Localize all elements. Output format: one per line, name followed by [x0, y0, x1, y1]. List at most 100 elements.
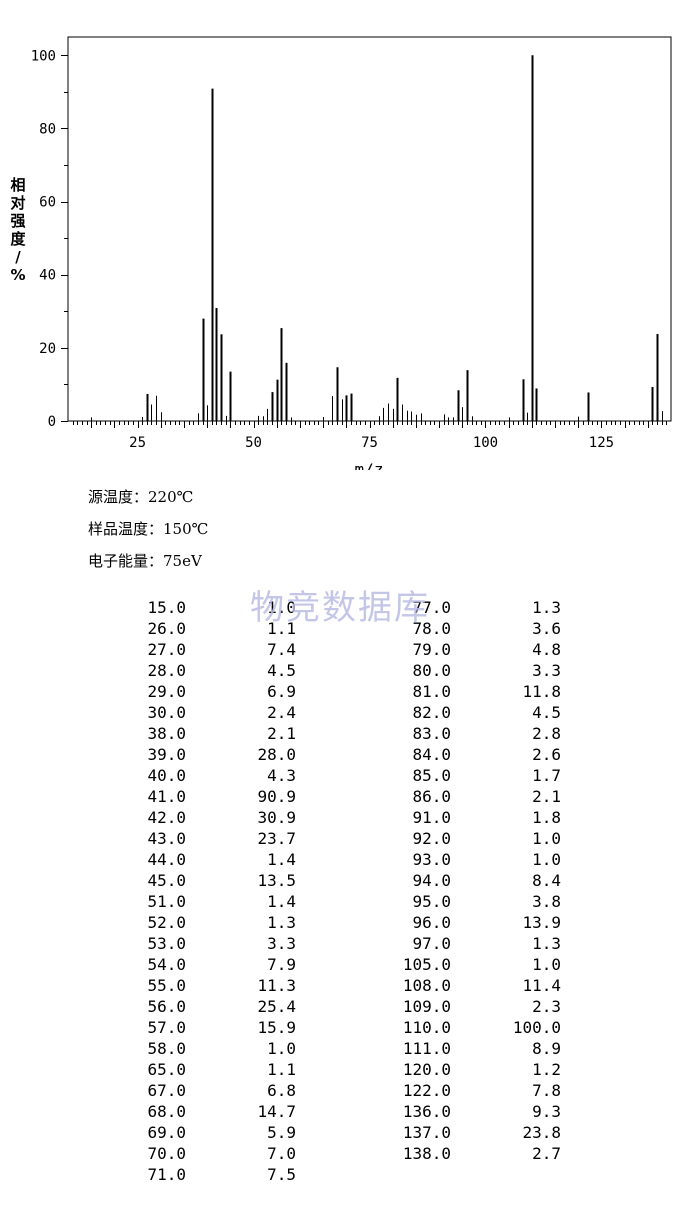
peak-row: 95.0 3.8 [349, 891, 561, 912]
peak-intensity: 25.4 [257, 997, 296, 1016]
peak-row: 52.0 1.3 [84, 912, 296, 933]
peak-mz: 53.0 [147, 934, 186, 953]
peak-intensity: 1.3 [267, 913, 296, 932]
plot-frame [67, 36, 672, 422]
y-tick-label: 100 [31, 48, 56, 64]
peak-intensity: 1.4 [267, 850, 296, 869]
peak-intensity: 2.1 [532, 787, 561, 806]
peak-intensity: 1.0 [267, 598, 296, 617]
peak-intensity: 1.0 [532, 955, 561, 974]
peak-row: 58.0 1.0 [84, 1038, 296, 1059]
peak-intensity: 3.6 [532, 619, 561, 638]
peak-mz: 41.0 [147, 787, 186, 806]
peak-intensity: 1.7 [532, 766, 561, 785]
peak-row: 15.0 1.0 [84, 597, 296, 618]
spectrum-bars [91, 55, 663, 421]
peak-row: 96.0 13.9 [349, 912, 561, 933]
peak-mz: 28.0 [147, 661, 186, 680]
peak-mz: 80.0 [412, 661, 451, 680]
peak-mz: 15.0 [147, 598, 186, 617]
peak-row: 67.0 6.8 [84, 1080, 296, 1101]
peak-mz: 110.0 [402, 1018, 451, 1037]
peak-row: 43.0 23.7 [84, 828, 296, 849]
peak-mz: 91.0 [412, 808, 451, 827]
peak-intensity: 2.7 [532, 1144, 561, 1163]
peak-row: 85.0 1.7 [349, 765, 561, 786]
peak-intensity: 1.0 [267, 1039, 296, 1058]
peak-mz: 56.0 [147, 997, 186, 1016]
peak-intensity: 1.0 [532, 850, 561, 869]
y-tick-label: 60 [39, 195, 56, 211]
x-axis-label: m/z [355, 460, 384, 470]
peak-mz: 55.0 [147, 976, 186, 995]
peak-mz: 111.0 [402, 1039, 451, 1058]
peak-mz: 122.0 [402, 1081, 451, 1100]
peak-mz: 94.0 [412, 871, 451, 890]
peak-intensity: 1.1 [267, 619, 296, 638]
peak-row: 27.0 7.4 [84, 639, 296, 660]
peak-intensity: 1.2 [532, 1060, 561, 1079]
peak-row: 28.0 4.5 [84, 660, 296, 681]
y-tick-label: 80 [39, 121, 56, 137]
peak-intensity: 3.3 [532, 661, 561, 680]
peak-mz: 120.0 [402, 1060, 451, 1079]
peak-row: 97.0 1.3 [349, 933, 561, 954]
x-tick-label: 100 [473, 435, 498, 451]
peak-intensity: 4.5 [532, 703, 561, 722]
peak-row: 138.0 2.7 [349, 1143, 561, 1164]
peak-intensity: 23.8 [522, 1123, 561, 1142]
peak-mz: 95.0 [412, 892, 451, 911]
peak-mz: 93.0 [412, 850, 451, 869]
peak-row: 105.0 1.0 [349, 954, 561, 975]
peak-mz: 43.0 [147, 829, 186, 848]
peak-mz: 138.0 [402, 1144, 451, 1163]
peak-intensity: 28.0 [257, 745, 296, 764]
peak-mz: 82.0 [412, 703, 451, 722]
peak-mz: 54.0 [147, 955, 186, 974]
peak-intensity: 1.4 [267, 892, 296, 911]
peak-intensity: 3.8 [532, 892, 561, 911]
peak-mz: 69.0 [147, 1123, 186, 1142]
peak-row: 53.0 3.3 [84, 933, 296, 954]
peak-mz: 77.0 [412, 598, 451, 617]
peak-mz: 65.0 [147, 1060, 186, 1079]
peak-row: 83.0 2.8 [349, 723, 561, 744]
peak-mz: 137.0 [402, 1123, 451, 1142]
peak-row: 111.0 8.9 [349, 1038, 561, 1059]
x-tick-label: 50 [245, 435, 262, 451]
x-tick-label: 25 [129, 435, 146, 451]
peak-mz: 68.0 [147, 1102, 186, 1121]
peak-table-left: 15.0 1.0 26.0 1.1 27.0 7.4 28.0 4.5 29.0 6.9 30.0 2… [84, 597, 296, 1185]
peak-row: 41.0 90.9 [84, 786, 296, 807]
peak-intensity: 7.4 [267, 640, 296, 659]
peak-mz: 79.0 [412, 640, 451, 659]
peak-mz: 81.0 [412, 682, 451, 701]
peak-intensity: 30.9 [257, 808, 296, 827]
peak-mz: 51.0 [147, 892, 186, 911]
peak-row: 44.0 1.4 [84, 849, 296, 870]
peak-row: 93.0 1.0 [349, 849, 561, 870]
peak-row: 82.0 4.5 [349, 702, 561, 723]
peak-intensity: 7.5 [267, 1165, 296, 1184]
peak-mz: 44.0 [147, 850, 186, 869]
peak-mz: 45.0 [147, 871, 186, 890]
peak-row: 38.0 2.1 [84, 723, 296, 744]
peak-row: 91.0 1.8 [349, 807, 561, 828]
peak-intensity: 13.5 [257, 871, 296, 890]
peak-mz: 27.0 [147, 640, 186, 659]
x-tick-label: 75 [361, 435, 378, 451]
y-axis-label: 相对强度/% [10, 176, 26, 284]
peak-intensity: 1.3 [532, 934, 561, 953]
y-tick-label: 20 [39, 341, 56, 357]
peak-row: 39.0 28.0 [84, 744, 296, 765]
peak-row: 84.0 2.6 [349, 744, 561, 765]
peak-row: 71.0 7.5 [84, 1164, 296, 1185]
peak-intensity: 6.8 [267, 1081, 296, 1100]
peak-mz: 96.0 [412, 913, 451, 932]
peak-intensity: 15.9 [257, 1018, 296, 1037]
peak-intensity: 8.4 [532, 871, 561, 890]
peak-intensity: 11.3 [257, 976, 296, 995]
peak-mz: 108.0 [402, 976, 451, 995]
peak-row: 55.0 11.3 [84, 975, 296, 996]
source-temperature: 源温度：220℃ [88, 488, 194, 506]
